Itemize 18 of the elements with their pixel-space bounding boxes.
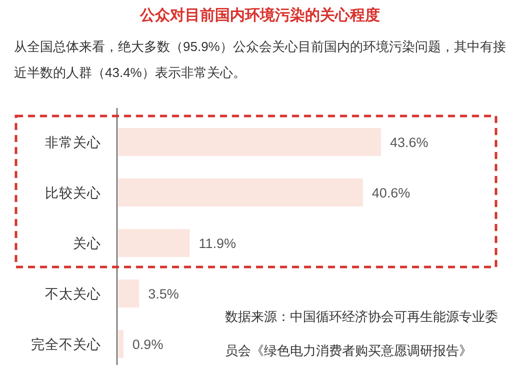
- data-label: 43.6%: [390, 135, 428, 150]
- data-label: 40.6%: [372, 186, 410, 200]
- bar: [118, 330, 124, 358]
- y-tick-label: 关心: [73, 236, 101, 251]
- bar: [118, 229, 190, 257]
- data-label: 11.9%: [198, 236, 236, 251]
- bar: [118, 178, 363, 206]
- y-tick-label: 比较关心: [45, 186, 101, 200]
- data-label: 0.9%: [132, 337, 164, 352]
- chart-subtitle: 从全国总体来看，绝大多数（95.9%）公众会关心目前国内的环境污染问题，其中有接近半数的人群（43.4%）表示非常关心。: [14, 38, 507, 82]
- chart-title: 公众对目前国内环境污染的关心程度: [138, 6, 381, 25]
- text: 数据来源：中国循环经济协会可再生能源专业委员会《绿色电力消费者购买意愿调研报告》: [225, 309, 498, 358]
- data-label: 3.5%: [148, 286, 179, 302]
- y-tick-label: 非常关心: [45, 135, 101, 150]
- y-tick-label: 完全不关心: [31, 337, 101, 352]
- bar: [118, 280, 140, 308]
- bar: [118, 128, 381, 156]
- y-tick-label: 不太关心: [45, 286, 101, 302]
